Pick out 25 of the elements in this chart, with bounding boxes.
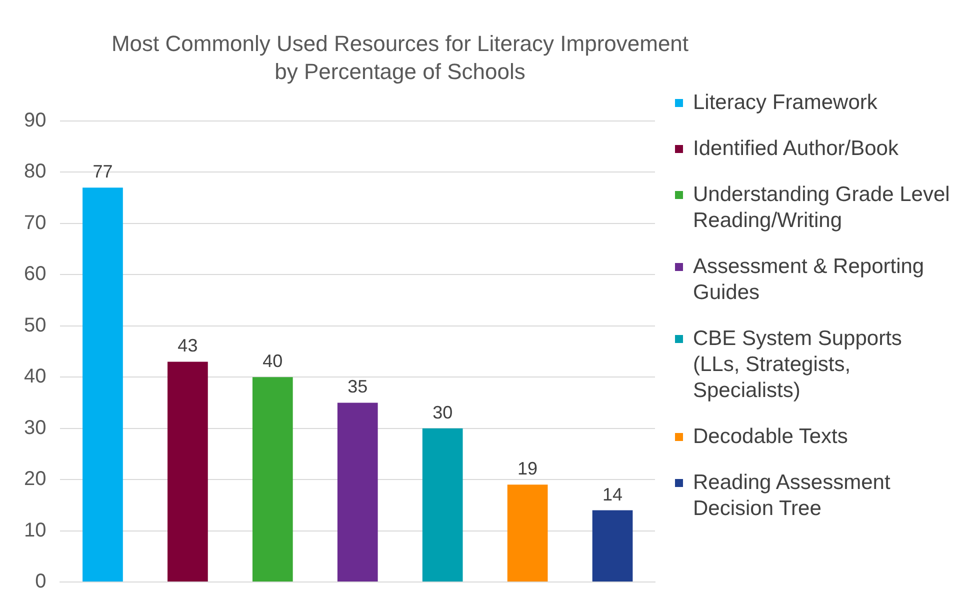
legend-label: Identified Author/Book: [693, 136, 898, 162]
data-label: 35: [348, 376, 368, 397]
legend-label: CBE System Supports (LLs, Strategists, Specialists): [693, 326, 903, 404]
data-label: 40: [262, 351, 283, 372]
legend-label: Literacy Framework: [693, 90, 878, 116]
y-tick-label: 10: [24, 519, 46, 542]
chart-title: Most Commonly Used Resources for Literacy Improvement by Percentage of Schools: [110, 30, 690, 86]
data-label: 30: [432, 402, 453, 422]
y-tick-label: 20: [24, 468, 46, 490]
legend-label: Assessment & Reporting Guides: [693, 254, 926, 306]
data-label: 43: [178, 336, 198, 356]
data-label: 14: [602, 484, 623, 504]
legend-label: Reading Assessment Decision Tree: [693, 470, 892, 522]
y-tick-label: 50: [24, 314, 46, 336]
legend-label: Decodable Texts: [693, 424, 848, 450]
data-label: 19: [518, 458, 538, 479]
y-tick-label: 60: [24, 263, 46, 286]
y-tick-label: 90: [24, 110, 46, 132]
data-label: 77: [92, 162, 113, 182]
y-tick-label: 80: [24, 160, 46, 183]
legend-label: Understanding Grade Level Reading/Writing: [693, 182, 950, 234]
y-tick-label: 40: [24, 366, 46, 388]
y-tick-label: 30: [24, 416, 46, 439]
y-tick-label: 0: [35, 570, 46, 593]
y-tick-label: 70: [24, 212, 46, 234]
